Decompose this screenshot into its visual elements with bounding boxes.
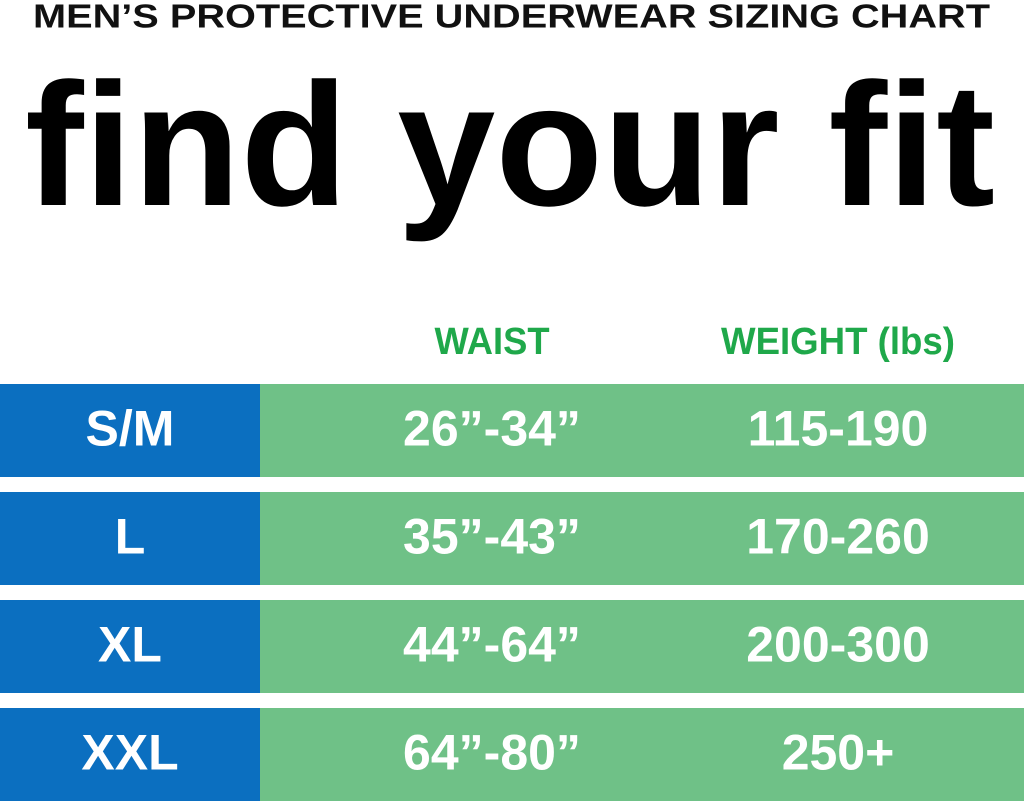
subtitle: MEN’S PROTECTIVE UNDERWEAR SIZING CHART [33, 0, 990, 35]
value-label: 44”-64” [403, 617, 581, 673]
title: find your fit [25, 48, 995, 243]
size-cell [0, 492, 260, 585]
size-label: XXL [81, 725, 178, 781]
value-cell [260, 708, 1024, 801]
value-label: 64”-80” [403, 725, 581, 781]
size-label: XL [98, 617, 162, 673]
value-label: 26”-34” [403, 401, 581, 457]
size-label: L [115, 509, 146, 565]
value-label: 200-300 [746, 617, 930, 673]
size-cell [0, 384, 260, 477]
value-cell [260, 384, 1024, 477]
value-label: 250+ [782, 725, 895, 781]
value-label: 115-190 [748, 401, 929, 457]
value-label: 35”-43” [403, 509, 581, 565]
size-cell [0, 708, 260, 801]
column-header: WAIST [435, 321, 550, 363]
size-label: S/M [86, 401, 175, 457]
size-cell [0, 600, 260, 693]
value-label: 170-260 [746, 509, 930, 565]
column-header: WEIGHT (lbs) [721, 321, 955, 363]
value-cell [260, 600, 1024, 693]
value-cell [260, 492, 1024, 585]
